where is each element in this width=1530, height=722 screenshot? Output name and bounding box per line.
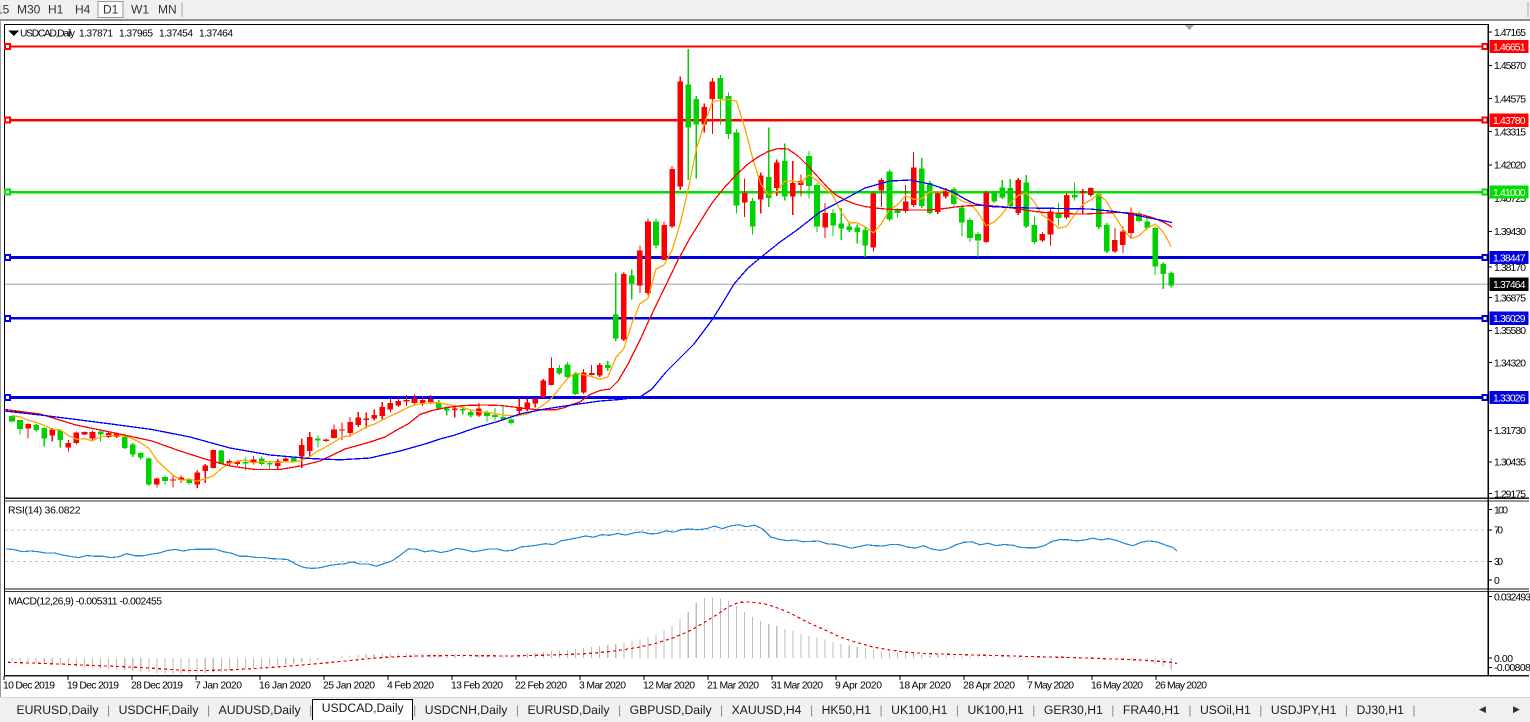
svg-text:1.35580: 1.35580 (1494, 326, 1526, 337)
svg-text:15: 15 (0, 3, 10, 17)
svg-text:M30: M30 (17, 3, 41, 17)
svg-text:7 May 2020: 7 May 2020 (1027, 681, 1074, 692)
svg-text:28 Apr 2020: 28 Apr 2020 (963, 681, 1015, 692)
svg-text:1.37464: 1.37464 (199, 28, 233, 39)
svg-text:1.30435: 1.30435 (1494, 458, 1526, 469)
svg-text:7 Jan 2020: 7 Jan 2020 (195, 681, 242, 692)
svg-text:1.43780: 1.43780 (1493, 116, 1526, 127)
svg-text:21 Mar 2020: 21 Mar 2020 (707, 681, 759, 692)
svg-text:D1: D1 (103, 3, 119, 17)
svg-text:13 Feb 2020: 13 Feb 2020 (451, 681, 503, 692)
svg-text:1.47165: 1.47165 (1494, 28, 1526, 39)
svg-text:18 Apr 2020: 18 Apr 2020 (899, 681, 951, 692)
svg-text:1.36875: 1.36875 (1494, 293, 1526, 304)
svg-text:USDCAD,Daily: USDCAD,Daily (20, 28, 76, 39)
svg-text:1.38170: 1.38170 (1494, 263, 1526, 274)
svg-text:100: 100 (1494, 505, 1508, 516)
svg-text:1.41000: 1.41000 (1493, 188, 1526, 199)
svg-text:25 Jan 2020: 25 Jan 2020 (323, 681, 375, 692)
svg-text:0: 0 (1494, 576, 1500, 587)
svg-text:26 May 2020: 26 May 2020 (1155, 681, 1207, 692)
svg-text:16 Jan 2020: 16 Jan 2020 (259, 681, 311, 692)
svg-text:30: 30 (1494, 557, 1503, 568)
svg-text:28 Dec 2019: 28 Dec 2019 (131, 681, 183, 692)
svg-text:1.46651: 1.46651 (1493, 42, 1526, 53)
svg-text:1.37464: 1.37464 (1493, 280, 1526, 291)
svg-text:12 Mar 2020: 12 Mar 2020 (643, 681, 695, 692)
svg-text:1.31730: 1.31730 (1494, 426, 1526, 437)
svg-text:1.37871: 1.37871 (79, 28, 113, 39)
svg-text:22 Feb 2020: 22 Feb 2020 (515, 681, 567, 692)
svg-text:1.43315: 1.43315 (1494, 128, 1526, 139)
svg-text:1.38447: 1.38447 (1493, 253, 1526, 264)
svg-text:3 Mar 2020: 3 Mar 2020 (579, 681, 626, 692)
svg-text:RSI(14) 36.0822: RSI(14) 36.0822 (8, 506, 81, 517)
svg-text:1.45870: 1.45870 (1494, 61, 1526, 72)
svg-text:31 Mar 2020: 31 Mar 2020 (771, 681, 823, 692)
svg-text:9 Apr 2020: 9 Apr 2020 (835, 681, 882, 692)
svg-text:4 Feb 2020: 4 Feb 2020 (387, 681, 434, 692)
svg-text:1.42020: 1.42020 (1494, 161, 1526, 172)
svg-text:1.44575: 1.44575 (1494, 94, 1526, 105)
svg-text:1.37965: 1.37965 (119, 28, 153, 39)
svg-text:1.36029: 1.36029 (1493, 314, 1526, 325)
svg-text:MACD(12,26,9) -0.005311 -0.002: MACD(12,26,9) -0.005311 -0.002455 (8, 597, 162, 608)
svg-text:MN: MN (158, 3, 177, 17)
svg-text:1.29175: 1.29175 (1494, 489, 1526, 500)
svg-text:16 May 2020: 16 May 2020 (1091, 681, 1143, 692)
svg-text:1.37454: 1.37454 (159, 28, 193, 39)
svg-text:-0.008086: -0.008086 (1494, 663, 1530, 674)
svg-text:0.00: 0.00 (1494, 654, 1513, 665)
svg-text:1.40725: 1.40725 (1494, 194, 1526, 205)
svg-text:0.032493: 0.032493 (1494, 592, 1530, 603)
svg-text:H1: H1 (48, 3, 64, 17)
svg-text:10 Dec 2019: 10 Dec 2019 (3, 681, 55, 692)
svg-text:W1: W1 (131, 3, 149, 17)
svg-text:1.39430: 1.39430 (1494, 227, 1526, 238)
svg-text:19 Dec 2019: 19 Dec 2019 (67, 681, 119, 692)
svg-text:70: 70 (1494, 526, 1503, 537)
svg-text:H4: H4 (75, 3, 91, 17)
svg-text:1.34320: 1.34320 (1494, 358, 1526, 369)
svg-text:1.33026: 1.33026 (1493, 393, 1526, 404)
